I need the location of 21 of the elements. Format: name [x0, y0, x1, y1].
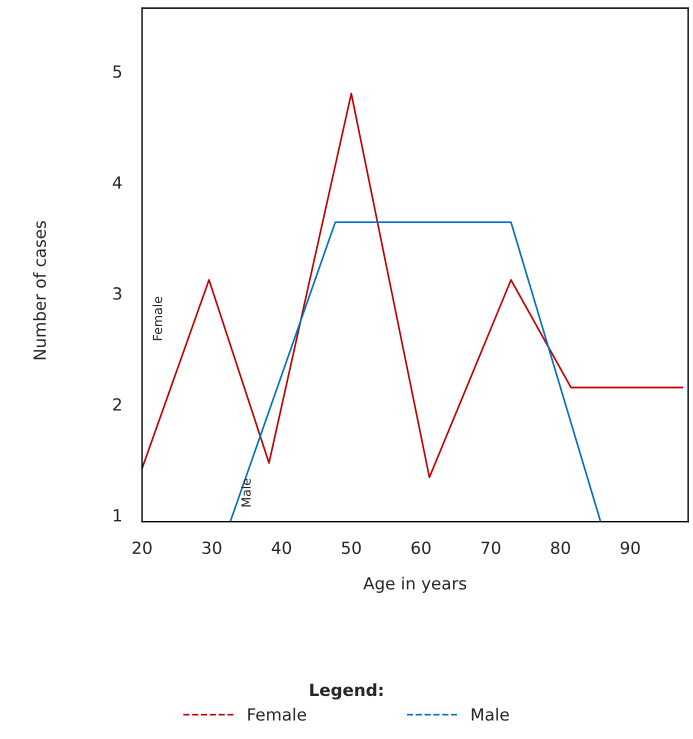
x-tick-label: 80	[551, 541, 570, 554]
y-axis-title: Number of cases	[33, 221, 46, 360]
x-tick-label: 50	[342, 541, 361, 554]
x-tick-label: 20	[132, 541, 152, 554]
y-tick-label: 4	[112, 176, 122, 189]
text: Female	[152, 296, 162, 340]
x-tick-label: 30	[202, 541, 222, 554]
y-tick-label: 5	[113, 66, 122, 78]
x-tick-label: 60	[412, 541, 431, 554]
y-tick-label: 3	[113, 287, 122, 300]
y-tick-label: 1	[114, 509, 122, 522]
legend-title: Legend:	[310, 683, 382, 700]
x-tick-label: 90	[620, 541, 640, 554]
legend-label: Male	[472, 708, 509, 721]
line-series	[142, 92, 684, 478]
x-tick-label: 70	[482, 541, 500, 554]
x-axis-title: Age in years	[363, 576, 466, 593]
text: Male	[241, 478, 251, 506]
legend-label: Female	[248, 708, 306, 721]
y-tick-label: 2	[113, 398, 121, 410]
x-tick-label: 40	[272, 541, 292, 554]
